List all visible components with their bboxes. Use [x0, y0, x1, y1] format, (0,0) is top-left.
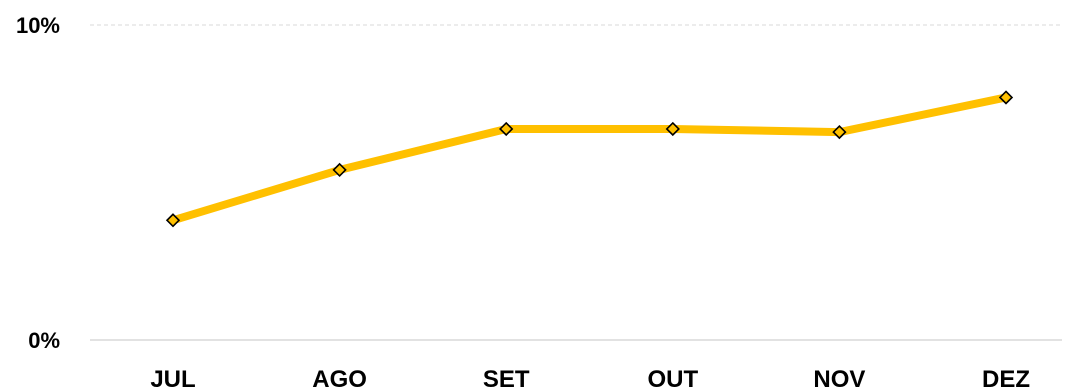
x-tick-label: AGO: [312, 366, 367, 392]
x-tick-label: NOV: [813, 366, 865, 392]
data-point-marker: [998, 90, 1014, 105]
x-axis: JUL AGO SET OUT NOV DEZ: [150, 366, 1030, 392]
y-axis: 0% 10%: [16, 13, 60, 353]
data-point-marker: [832, 124, 847, 140]
data-point-marker: [165, 213, 181, 228]
x-tick-label: OUT: [647, 366, 698, 392]
x-tick-label: DEZ: [982, 366, 1030, 392]
series-line: [169, 93, 1010, 225]
x-tick-label: SET: [483, 366, 530, 392]
y-tick-label: 10%: [16, 13, 60, 38]
data-point-marker: [499, 121, 514, 137]
grid-lines: [90, 24, 1062, 341]
data-point-marker: [332, 162, 347, 178]
series-group: [165, 90, 1014, 228]
x-tick-label: JUL: [150, 366, 195, 392]
data-point-marker: [665, 121, 680, 137]
y-tick-label: 0%: [28, 328, 60, 353]
